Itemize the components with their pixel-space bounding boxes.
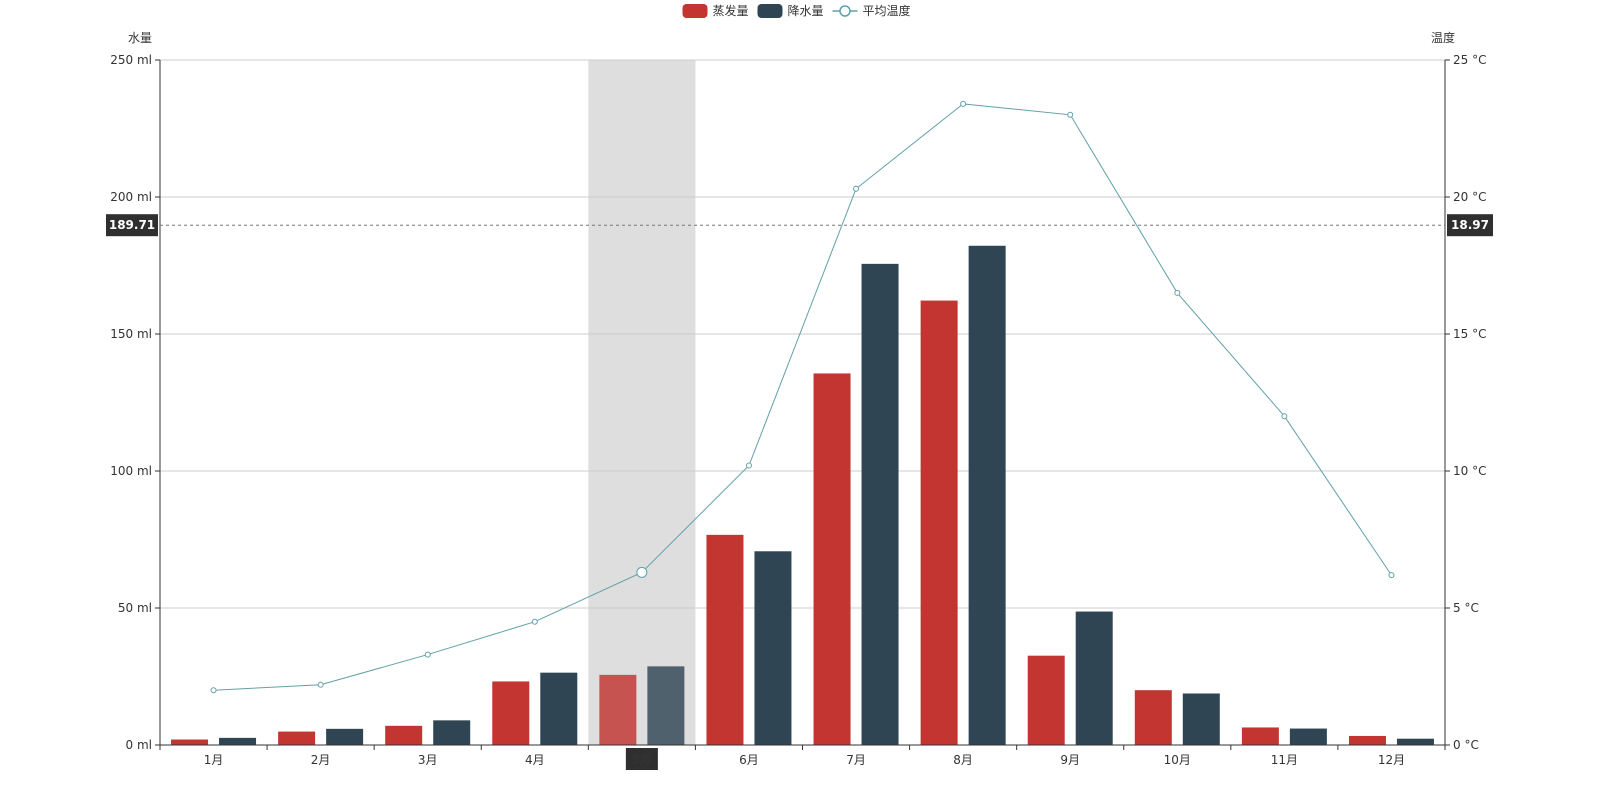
legend-swatch [757,4,783,18]
bar[interactable] [647,666,685,745]
right-pointer-badge [1447,214,1493,237]
left-tick-label: 150 ml [110,327,152,341]
right-tick-label: 20 °C [1453,190,1486,204]
x-tick-label: 11月 [1271,753,1298,767]
legend-item[interactable]: 蒸发量 [682,3,749,18]
line-point[interactable] [1067,111,1074,118]
left-tick-label: 200 ml [110,190,152,204]
line-point[interactable] [853,185,860,192]
line-point[interactable] [1281,413,1288,420]
right-tick-label: 0 °C [1453,738,1479,752]
bar[interactable] [492,681,530,745]
left-tick-label: 250 ml [110,53,152,67]
x-tick-label: 1月 [204,753,224,767]
bar[interactable] [1289,728,1327,745]
legend-swatch [682,4,708,18]
bar[interactable] [1241,727,1279,745]
right-tick-label: 25 °C [1453,53,1486,67]
x-pointer-badge [625,748,658,770]
bar[interactable] [278,731,316,745]
right-tick-label: 5 °C [1453,601,1479,615]
x-tick-label: 8月 [953,753,973,767]
left-pointer-badge [106,214,158,237]
left-axis-name: 水量 [128,31,152,45]
line-point[interactable] [317,681,324,688]
bar[interactable] [1182,693,1220,745]
line-point[interactable] [1174,289,1181,296]
legend-swatch-marker [839,5,851,17]
axis-pointer: 189.71 18.97 [106,214,1493,237]
line-point[interactable] [424,651,431,658]
right-axis-name: 温度 [1431,30,1455,45]
bar[interactable] [1348,735,1386,745]
line-point[interactable] [960,100,967,107]
series-line[interactable] [213,103,1392,691]
bar[interactable] [326,728,364,745]
right-tick-label: 10 °C [1453,464,1486,478]
left-tick-label: 100 ml [110,464,152,478]
x-tick-label: 2月 [311,753,331,767]
x-tick-label: 5月 [632,753,652,767]
x-tick-label: 4月 [525,753,545,767]
right-tick-label: 15 °C [1453,327,1486,341]
legend-label: 蒸发量 [713,3,749,18]
bar[interactable] [599,674,637,745]
axes: 0 ml 50 ml 100 ml 150 ml 200 ml 250 ml 0 °C 5 °… [110,30,1486,770]
x-tick-label: 9月 [1060,753,1080,767]
bar[interactable] [1134,690,1172,745]
bar[interactable] [813,373,851,745]
left-tick-label: 50 ml [118,601,152,615]
x-tick-label: 7月 [846,753,866,767]
left-tick-label: 0 ml [126,738,152,752]
bar[interactable] [540,672,578,745]
bar[interactable] [1027,655,1065,745]
legend[interactable]: 蒸发量 降水量 平均温度 [682,3,911,18]
bar[interactable] [861,263,899,745]
line-point[interactable] [1388,572,1395,579]
bar-series[interactable] [171,245,1434,745]
bar[interactable] [219,737,257,745]
line-point[interactable] [210,687,217,694]
x-tick-label: 10月 [1164,753,1191,767]
line-point[interactable] [745,462,752,469]
bar[interactable] [1075,611,1113,745]
legend-item[interactable]: 降水量 [757,4,824,18]
line-point[interactable] [531,618,538,625]
bar[interactable] [706,534,744,745]
line-series[interactable] [210,100,1395,694]
bar[interactable] [433,720,471,745]
line-point[interactable] [636,566,648,578]
x-tick-label: 12月 [1378,753,1405,767]
bar[interactable] [385,725,423,745]
legend-label: 降水量 [788,4,824,18]
legend-label: 平均温度 [863,3,911,18]
gridlines [160,59,1445,746]
right-pointer-value: 18.97 [1451,218,1489,232]
bar[interactable] [171,739,209,745]
bar[interactable] [968,245,1006,745]
x-tick-label: 6月 [739,753,759,767]
legend-item[interactable]: 平均温度 [832,3,911,18]
x-tick-label: 3月 [418,753,438,767]
highlight-band [588,60,696,745]
bar[interactable] [754,551,792,745]
hover-highlight-band [588,60,696,745]
left-pointer-value: 189.71 [109,218,155,232]
bar[interactable] [920,300,958,745]
bar[interactable] [1396,738,1434,745]
